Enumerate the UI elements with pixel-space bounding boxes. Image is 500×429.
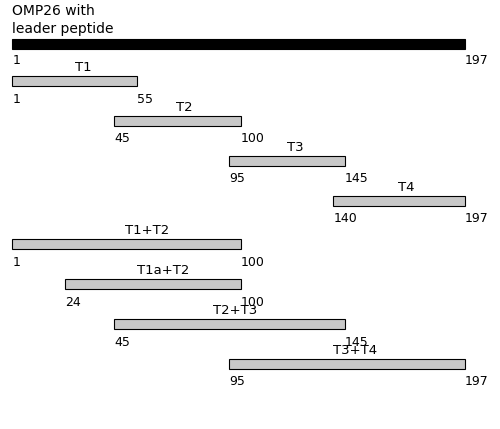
Text: 45: 45 <box>114 133 130 145</box>
Text: T1: T1 <box>74 61 92 74</box>
Text: T4: T4 <box>398 181 414 194</box>
Text: 1: 1 <box>12 93 20 106</box>
Text: 24: 24 <box>66 296 81 308</box>
Text: OMP26 with
leader peptide: OMP26 with leader peptide <box>12 4 114 36</box>
FancyBboxPatch shape <box>114 319 345 329</box>
Text: 197: 197 <box>465 54 488 67</box>
Text: T3+T4: T3+T4 <box>334 344 378 357</box>
Text: 145: 145 <box>345 172 368 185</box>
FancyBboxPatch shape <box>12 239 241 249</box>
FancyBboxPatch shape <box>12 76 137 86</box>
FancyBboxPatch shape <box>230 156 345 166</box>
Text: T2: T2 <box>176 101 193 114</box>
FancyBboxPatch shape <box>230 359 465 369</box>
Text: 95: 95 <box>230 172 246 185</box>
FancyBboxPatch shape <box>334 196 465 205</box>
Text: 197: 197 <box>465 212 488 225</box>
Text: T3: T3 <box>287 141 304 154</box>
Text: 100: 100 <box>241 133 265 145</box>
Text: 100: 100 <box>241 256 265 269</box>
Text: 1: 1 <box>12 54 20 67</box>
Text: 45: 45 <box>114 335 130 348</box>
FancyBboxPatch shape <box>114 116 241 126</box>
Text: 100: 100 <box>241 296 265 308</box>
Text: T1a+T2: T1a+T2 <box>137 264 190 277</box>
Text: T1+T2: T1+T2 <box>126 224 170 237</box>
Text: 55: 55 <box>137 93 153 106</box>
Text: 145: 145 <box>345 335 368 348</box>
Text: 95: 95 <box>230 375 246 389</box>
Text: 1: 1 <box>12 256 20 269</box>
FancyBboxPatch shape <box>66 279 241 289</box>
Text: T2+T3: T2+T3 <box>213 304 258 317</box>
Text: 197: 197 <box>465 375 488 389</box>
FancyBboxPatch shape <box>12 39 465 49</box>
Text: 140: 140 <box>334 212 357 225</box>
